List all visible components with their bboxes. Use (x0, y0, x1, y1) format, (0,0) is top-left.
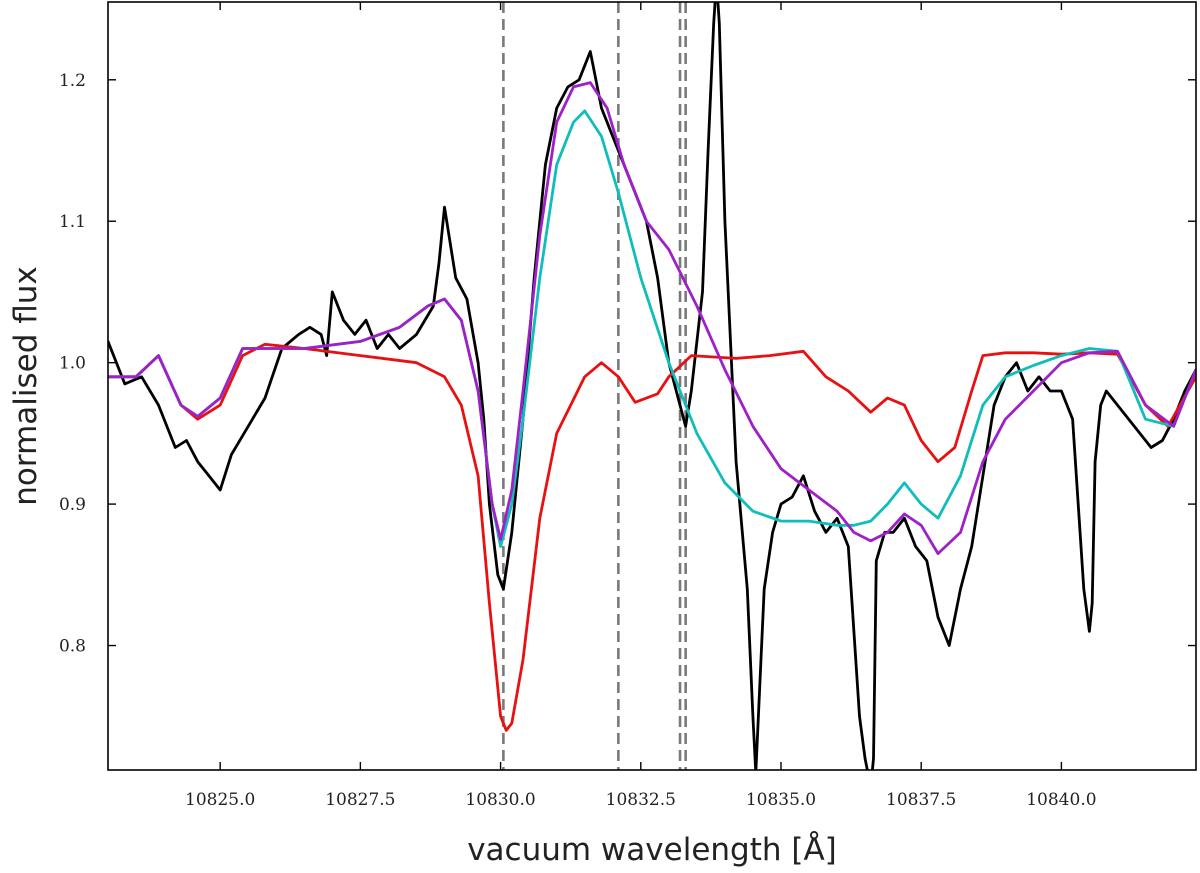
x-tick-label-5: 10837.5 (886, 790, 956, 810)
series-line-1 (108, 342, 1196, 732)
series-line-3 (108, 81, 1196, 555)
x-tick-label-6: 10840.0 (1026, 790, 1096, 810)
y-tick-label-2: 1.0 (59, 354, 86, 374)
x-tick-label-1: 10827.5 (325, 790, 395, 810)
x-axis-label: vacuum wavelength [Å] (467, 832, 837, 868)
x-tick-label-0: 10825.0 (185, 790, 255, 810)
y-tick-label-0: 0.8 (59, 637, 86, 657)
series-layer (108, 2, 1196, 770)
y-tick-label-4: 1.2 (59, 71, 86, 91)
y-tick-label-3: 1.1 (59, 212, 86, 232)
x-tick-label-4: 10835.0 (746, 790, 816, 810)
y-tick-label-1: 0.9 (59, 495, 86, 515)
plot-frame (107, 1, 1197, 771)
reference-lines (502, 2, 687, 770)
series-line-2 (108, 109, 1196, 548)
y-axis-label: normalised flux (8, 266, 44, 506)
x-axis-ticks: 10825.0 10827.5 10830.0 10832.5 10835.0 10837… (185, 2, 1097, 810)
series-line-0 (108, 2, 1196, 770)
x-tick-label-2: 10830.0 (465, 790, 535, 810)
x-tick-label-3: 10832.5 (606, 790, 676, 810)
y-axis-ticks: 0.8 0.9 1.0 1.1 1.2 (59, 71, 1196, 657)
